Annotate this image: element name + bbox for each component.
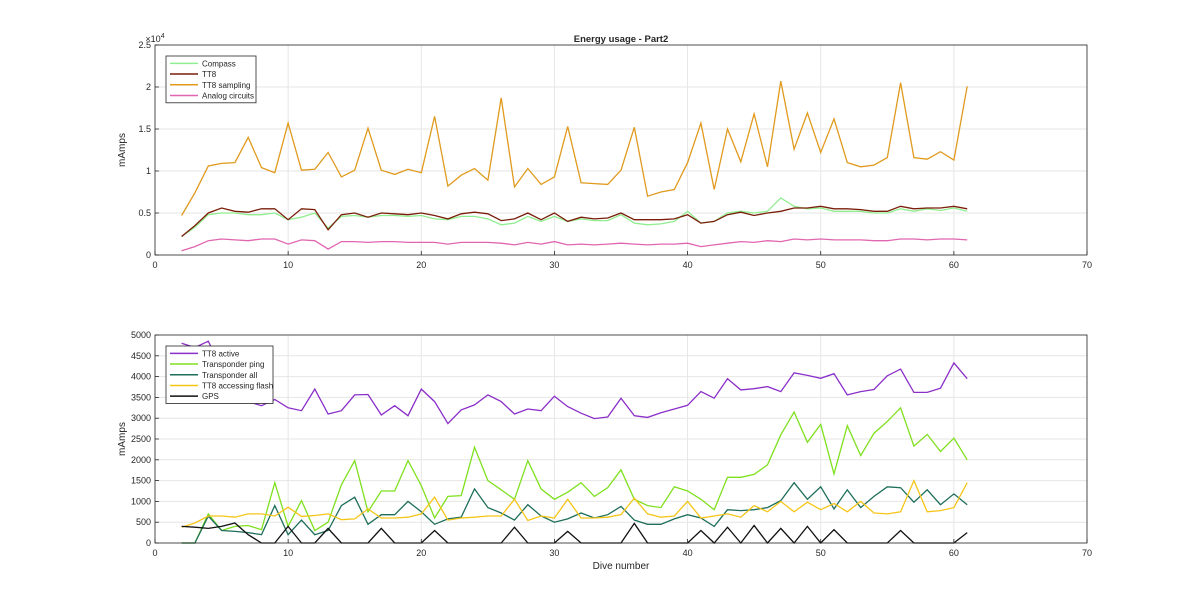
x-tick-label: 60 xyxy=(949,548,959,558)
legend-label: Compass xyxy=(202,59,236,68)
y-axis-label: mAmps xyxy=(117,133,128,167)
x-tick-label: 40 xyxy=(683,260,693,270)
legend-item: Transponder ping xyxy=(170,360,264,369)
legend-label: TT8 sampling xyxy=(202,81,250,90)
series-line-transponder-ping xyxy=(181,406,968,544)
x-tick-label: 70 xyxy=(1082,260,1092,270)
legend-item: Transponder all xyxy=(170,371,258,380)
legend-item: Analog circuits xyxy=(170,91,254,100)
legend-item: TT8 sampling xyxy=(170,81,250,90)
series-line-tt8-sampling xyxy=(181,80,968,216)
plot-area xyxy=(155,45,1087,255)
x-axis-label: Dive number xyxy=(593,561,650,572)
legend-item: GPS xyxy=(170,392,219,401)
series-line-tt8-accessing-flash xyxy=(181,478,968,528)
series-line-tt8 xyxy=(181,205,968,238)
x-tick-label: 50 xyxy=(816,260,826,270)
y-tick-label: 4000 xyxy=(131,372,151,382)
y-axis-label: mAmps xyxy=(117,422,128,456)
exponent-base: ×10 xyxy=(145,34,160,44)
x-tick-label: 60 xyxy=(949,260,959,270)
y-tick-label: 3000 xyxy=(131,413,151,423)
y-tick-label: 1 xyxy=(146,166,151,176)
x-tick-label: 40 xyxy=(683,548,693,558)
x-tick-label: 10 xyxy=(283,548,293,558)
y-tick-label: 1500 xyxy=(131,476,151,486)
x-tick-label: 30 xyxy=(549,260,559,270)
x-tick-label: 70 xyxy=(1082,548,1092,558)
series-line-tt8-active xyxy=(181,340,968,425)
exponent-power: 4 xyxy=(161,33,165,40)
x-tick-label: 30 xyxy=(549,548,559,558)
chart-energy-usage-part2: 0 10 20 30 40 50 60 70 0 0.5 1 1.5 2 2.5×104 Energy us… xyxy=(117,33,1092,270)
x-tick-label: 10 xyxy=(283,260,293,270)
y-tick-label: 500 xyxy=(136,517,151,527)
chart-energy-by-component: 0 10 20 30 40 50 60 70 0 500 1000 1500 2000 2500 3000 3… xyxy=(117,330,1092,572)
y-tick-label: 5000 xyxy=(131,330,151,340)
y-tick-label: 3500 xyxy=(131,392,151,402)
legend-label: Analog circuits xyxy=(202,91,254,100)
legend-item: TT8 accessing flash xyxy=(170,381,273,390)
legend-label: Transponder ping xyxy=(202,360,264,369)
y-tick-label: 1.5 xyxy=(138,124,151,134)
legend-item: TT8 active xyxy=(170,349,240,358)
x-tick-label: 50 xyxy=(816,548,826,558)
series-group xyxy=(181,80,968,252)
legend: TT8 active Transponder ping Transponder al… xyxy=(165,345,274,404)
x-tick-label: 0 xyxy=(152,260,157,270)
legend-item: TT8 xyxy=(170,70,217,79)
y-tick-label: 1000 xyxy=(131,496,151,506)
y-tick-label: 2.5 xyxy=(138,40,151,50)
y-tick-label: 0 xyxy=(146,538,151,548)
series-line-transponder-all xyxy=(181,481,968,544)
legend-label: TT8 active xyxy=(202,349,240,358)
chart-title: Energy usage - Part2 xyxy=(574,34,669,45)
y-tick-label: 0 xyxy=(146,250,151,260)
legend-item: Compass xyxy=(170,59,236,68)
y-tick-label: 0.5 xyxy=(138,208,151,218)
x-tick-label: 0 xyxy=(152,548,157,558)
y-tick-label: 2500 xyxy=(131,434,151,444)
series-group xyxy=(181,340,968,545)
series-line-analog-circuits xyxy=(181,238,968,252)
series-line-compass xyxy=(181,197,968,238)
axes-box xyxy=(154,44,1088,256)
legend-label: GPS xyxy=(202,392,219,401)
y-tick-label: 4500 xyxy=(131,351,151,361)
legend-label: Transponder all xyxy=(202,371,258,380)
y-tick-label: 2 xyxy=(146,82,151,92)
legend-label: TT8 xyxy=(202,70,217,79)
y-exponent-label: ×104 xyxy=(145,33,164,44)
legend-label: TT8 accessing flash xyxy=(202,381,273,390)
x-tick-label: 20 xyxy=(416,548,426,558)
y-tick-label: 2000 xyxy=(131,455,151,465)
x-tick-label: 20 xyxy=(416,260,426,270)
